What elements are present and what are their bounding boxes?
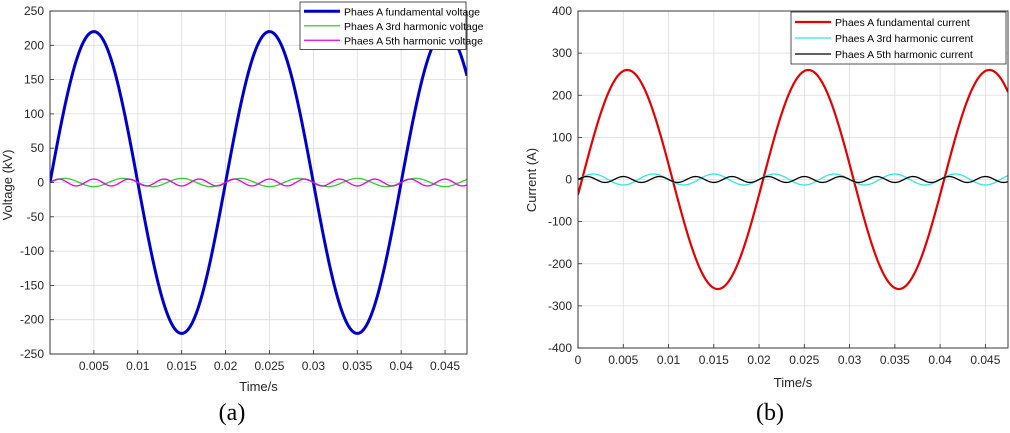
y-tick-label: 300 xyxy=(552,46,572,60)
y-axis-label: Current (A) xyxy=(524,148,539,212)
y-tick-label: 250 xyxy=(24,4,44,18)
y-tick-label: 0 xyxy=(565,173,572,187)
x-tick-label: 0.03 xyxy=(302,359,326,373)
x-tick-label: 0.02 xyxy=(747,353,771,367)
y-tick-label: -200 xyxy=(548,257,572,271)
x-tick-label: 0.035 xyxy=(342,359,372,373)
y-tick-label: -100 xyxy=(20,244,44,258)
x-axis-label: Time/s xyxy=(774,375,813,390)
x-tick-label: 0 xyxy=(575,353,582,367)
y-tick-label: -150 xyxy=(20,278,44,292)
x-tick-label: 0.02 xyxy=(214,359,238,373)
y-tick-label: 150 xyxy=(24,73,44,87)
x-tick-label: 0.025 xyxy=(254,359,284,373)
y-tick-label: 200 xyxy=(24,38,44,52)
current-chart-panel: 0 0.005 0.01 0.015 0.02 0.025 0.03 0.035 0.04 0.0… xyxy=(524,4,1009,426)
x-tick-label: 0.04 xyxy=(389,359,413,373)
legend-label: Phaes A 3rd harmonic voltage xyxy=(344,21,484,33)
x-tick-label: 0.035 xyxy=(880,353,910,367)
y-tick-label: 100 xyxy=(24,107,44,121)
x-tick-label: 0.04 xyxy=(928,353,952,367)
series-line-3 xyxy=(578,175,1008,184)
series-group xyxy=(578,68,1008,291)
legend: Phaes A fundamental voltage Phaes A 3rd h… xyxy=(299,1,484,50)
legend: Phaes A fundamental current Phaes A 3rd h… xyxy=(790,11,1007,65)
x-tick-label: 0.03 xyxy=(838,353,862,367)
y-tick-label: 100 xyxy=(552,130,572,144)
panel-caption: (b) xyxy=(756,400,784,426)
y-tick-label: -100 xyxy=(548,215,572,229)
x-tick-label: 0.045 xyxy=(970,353,1000,367)
x-tick-label: 0.01 xyxy=(126,359,150,373)
y-tick-label: -400 xyxy=(548,341,572,355)
y-tick-label: 50 xyxy=(31,141,45,155)
x-tick-label: 0.015 xyxy=(167,359,197,373)
x-tick-label: 0.015 xyxy=(699,353,729,367)
series-line-3 xyxy=(50,178,467,187)
legend-label: Phaes A fundamental voltage xyxy=(344,6,480,18)
y-tick-label: -50 xyxy=(27,210,45,224)
voltage-chart-panel: 0.005 0.01 0.015 0.02 0.025 0.03 0.035 0.04 0.04… xyxy=(0,1,484,426)
series-group xyxy=(50,30,467,335)
y-tick-label: 0 xyxy=(37,176,44,190)
legend-label: Phaes A fundamental current xyxy=(835,17,970,29)
x-axis-label: Time/s xyxy=(239,379,278,394)
legend-label: Phaes A 5th harmonic voltage xyxy=(344,35,483,47)
y-tick-label: 400 xyxy=(552,4,572,18)
y-tick-label: -200 xyxy=(20,313,44,327)
series-line-1 xyxy=(50,30,467,335)
legend-label: Phaes A 5th harmonic current xyxy=(835,49,973,61)
y-tick-label: 200 xyxy=(552,88,572,102)
y-tick-label: -300 xyxy=(548,299,572,313)
x-tick-label: 0.005 xyxy=(79,359,109,373)
x-tick-label: 0.045 xyxy=(430,359,460,373)
x-tick-label: 0.005 xyxy=(608,353,638,367)
y-tick-label: -250 xyxy=(20,347,44,361)
panel-caption: (a) xyxy=(219,400,246,426)
y-axis-label: Voltage (kV) xyxy=(0,150,15,221)
x-tick-label: 0.025 xyxy=(789,353,819,367)
series-line-1 xyxy=(578,68,1008,291)
x-tick-label: 0.01 xyxy=(657,353,681,367)
legend-label: Phaes A 3rd harmonic current xyxy=(835,33,973,45)
